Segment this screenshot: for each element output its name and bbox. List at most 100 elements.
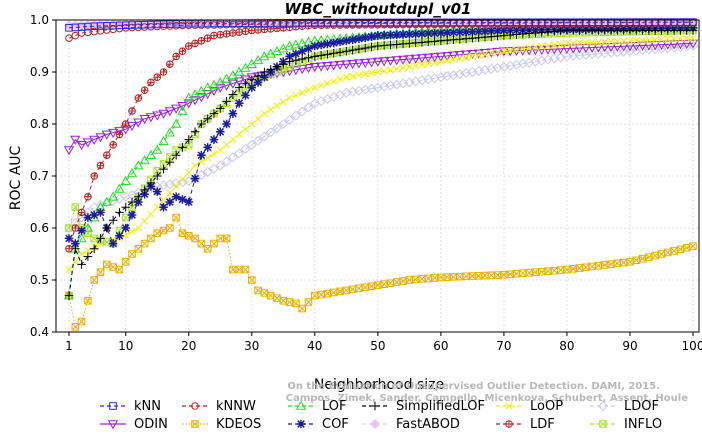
data-point-loop xyxy=(248,120,256,128)
data-point-simplifiedlof xyxy=(83,252,93,261)
data-point-ldf xyxy=(159,68,168,76)
data-point-simplifiedlof xyxy=(89,244,99,254)
data-point-simplifiedlof xyxy=(152,171,162,181)
data-point-kdeos xyxy=(260,289,269,297)
data-point-simplifiedlof xyxy=(531,28,540,38)
data-point-kdeos xyxy=(273,294,281,302)
data-point-kdeos xyxy=(418,275,426,283)
data-point-lof xyxy=(126,168,138,178)
data-point-simplifiedlof xyxy=(524,29,534,38)
data-point-kdeos xyxy=(84,297,92,305)
data-point-loop xyxy=(285,94,294,102)
data-point-odin xyxy=(341,60,352,70)
data-point-kdeos xyxy=(638,254,647,263)
data-point-loop xyxy=(279,98,287,106)
data-point-cof xyxy=(342,36,351,46)
data-point-kdeos xyxy=(90,276,99,284)
data-point-simplifiedlof xyxy=(222,97,231,106)
data-point-ldf xyxy=(71,224,80,232)
data-point-cof xyxy=(348,35,357,45)
x-tick-label: 90 xyxy=(622,339,637,353)
data-point-lof xyxy=(170,118,182,128)
data-point-loop xyxy=(487,49,495,57)
data-point-simplifiedlof xyxy=(436,36,446,46)
data-point-ldf xyxy=(184,42,193,50)
data-point-odin xyxy=(328,61,339,71)
data-point-kdeos xyxy=(77,317,86,326)
data-point-loop xyxy=(210,150,218,158)
data-point-odin xyxy=(95,133,106,143)
data-point-loop xyxy=(267,106,275,114)
data-point-cof xyxy=(140,189,149,199)
data-point-loop xyxy=(531,43,540,51)
data-point-kdeos xyxy=(676,245,685,254)
data-point-ldof xyxy=(240,143,251,154)
data-point-ldf xyxy=(178,47,187,55)
series-layer xyxy=(63,17,699,331)
x-tick-label: 60 xyxy=(433,339,448,353)
data-point-kdeos xyxy=(222,234,231,243)
data-point-cof xyxy=(285,52,294,61)
data-point-simplifiedlof xyxy=(442,35,452,45)
data-point-simplifiedlof xyxy=(518,29,528,39)
data-point-odin xyxy=(593,43,604,53)
data-point-lof xyxy=(284,40,295,50)
data-point-simplifiedlof xyxy=(512,30,521,39)
data-point-simplifiedlof xyxy=(386,40,395,50)
data-point-odin xyxy=(397,55,409,65)
legend-item-lof: LOF xyxy=(288,399,347,414)
data-point-kdeos xyxy=(519,269,527,278)
data-point-simplifiedlof xyxy=(461,34,471,44)
data-point-kdeos xyxy=(569,265,578,273)
data-point-cof xyxy=(89,210,99,220)
data-point-ldf xyxy=(103,151,111,159)
data-point-loop xyxy=(393,65,401,73)
legend-label-fastabod: FastABOD xyxy=(396,417,460,432)
data-point-cof xyxy=(108,239,118,248)
y-tick-label: 0.7 xyxy=(30,169,49,183)
data-point-odin xyxy=(637,41,648,51)
data-point-kdeos xyxy=(317,290,325,299)
data-point-simplifiedlof xyxy=(64,291,74,300)
data-point-odin xyxy=(334,60,346,71)
data-point-simplifiedlof xyxy=(480,32,490,42)
data-point-kdeos xyxy=(411,275,420,284)
legend: kNN kNNW LOF SimplifiedLOF LoOP LDOF ODIN KDEOS… xyxy=(100,399,662,432)
data-point-ldf xyxy=(235,28,243,36)
x-tick-label: 100 xyxy=(682,339,702,353)
y-tick-label: 0.4 xyxy=(30,325,49,339)
data-point-loop xyxy=(683,34,691,43)
data-point-kdeos xyxy=(166,224,174,232)
data-point-ldof xyxy=(215,160,226,171)
data-point-loop xyxy=(311,83,319,92)
data-point-kdeos xyxy=(563,265,571,274)
data-point-odin xyxy=(479,48,491,59)
data-point-cof xyxy=(234,98,244,108)
legend-item-ldf: LDF xyxy=(496,417,555,432)
legend-label-inflo: INFLO xyxy=(624,417,662,432)
data-point-simplifiedlof xyxy=(323,50,332,59)
data-point-odin xyxy=(612,42,623,52)
data-point-odin xyxy=(448,51,459,61)
data-point-kdeos xyxy=(254,286,262,295)
data-point-ldof xyxy=(278,118,289,130)
data-point-loop xyxy=(260,109,269,118)
data-point-kdeos xyxy=(342,286,351,295)
data-point-cof xyxy=(505,26,515,35)
data-point-loop xyxy=(588,38,596,47)
data-point-odin xyxy=(580,44,592,54)
data-point-cof xyxy=(178,195,187,204)
legend-marker-ldof xyxy=(597,400,609,412)
y-tick-label: 1.0 xyxy=(30,13,49,27)
data-point-simplifiedlof xyxy=(354,44,364,54)
series-lof xyxy=(63,19,699,300)
data-point-kdeos xyxy=(525,268,533,277)
data-point-loop xyxy=(330,77,338,86)
data-point-kdeos xyxy=(607,260,615,268)
data-point-kdeos xyxy=(380,280,388,288)
data-point-lof xyxy=(290,39,302,49)
data-point-cof xyxy=(316,40,326,50)
y-tick-label: 0.9 xyxy=(30,65,49,79)
data-point-loop xyxy=(153,203,161,211)
series-simplifiedlof xyxy=(64,26,698,300)
